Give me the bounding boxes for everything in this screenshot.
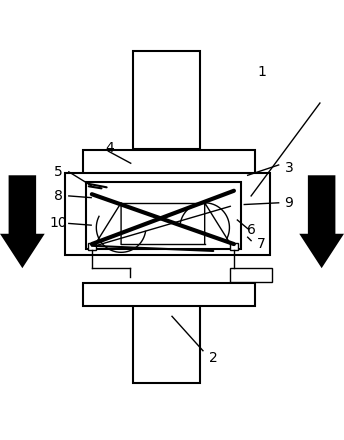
Polygon shape (299, 175, 344, 268)
Text: 2: 2 (209, 351, 218, 365)
Bar (65, 172, 270, 255)
Polygon shape (0, 175, 45, 268)
Bar (83, 150, 255, 173)
Text: 6: 6 (247, 224, 256, 237)
Bar (86, 182, 241, 249)
Bar (88, 243, 96, 250)
Bar (230, 268, 272, 282)
Text: 7: 7 (257, 237, 266, 251)
Text: 9: 9 (284, 196, 293, 210)
Text: 3: 3 (284, 161, 293, 176)
Text: 4: 4 (106, 141, 115, 155)
Text: 8: 8 (54, 189, 63, 203)
Text: 5: 5 (54, 165, 63, 179)
Text: 10: 10 (50, 216, 67, 231)
Bar (230, 243, 238, 250)
Text: 1: 1 (257, 65, 266, 79)
Bar (133, 51, 200, 150)
Bar (133, 301, 200, 383)
Bar (83, 282, 255, 306)
